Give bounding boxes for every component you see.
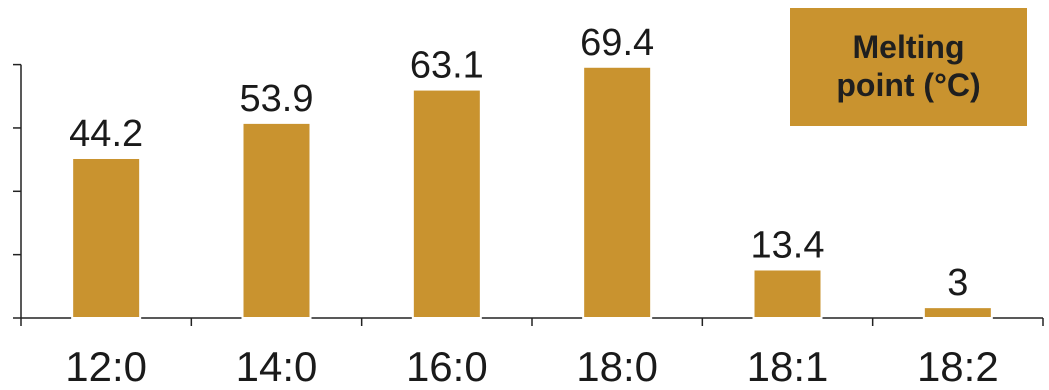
bar-18-1 — [752, 268, 823, 320]
bar-14-0 — [241, 121, 312, 319]
data-label: 3 — [947, 262, 968, 304]
bar-18-2 — [922, 306, 993, 320]
bar-12-0 — [71, 156, 142, 319]
x-tick-label: 14:0 — [236, 343, 318, 390]
data-label: 53.9 — [240, 78, 314, 120]
x-tick-label: 16:0 — [406, 343, 488, 390]
data-label: 63.1 — [410, 45, 484, 87]
bar-16-0 — [411, 88, 482, 319]
data-label: 13.4 — [751, 224, 825, 266]
legend-label: Melting point (°C) — [836, 29, 981, 103]
x-tick-label: 12:0 — [65, 343, 147, 390]
bars — [71, 65, 993, 320]
x-tick-label: 18:0 — [576, 343, 658, 390]
legend-box: Melting point (°C) — [790, 8, 1027, 126]
y-axis — [13, 63, 22, 319]
data-label: 69.4 — [580, 22, 654, 64]
bar-18-0 — [582, 65, 653, 319]
x-tick-labels: 12:0 14:0 16:0 18:0 18:1 18:2 — [65, 343, 998, 390]
data-label: 44.2 — [69, 113, 143, 155]
x-axis — [20, 317, 1044, 326]
x-tick-label: 18:2 — [917, 343, 999, 390]
x-tick-label: 18:1 — [747, 343, 829, 390]
data-labels: 44.2 53.9 63.1 69.4 13.4 3 — [69, 22, 968, 304]
